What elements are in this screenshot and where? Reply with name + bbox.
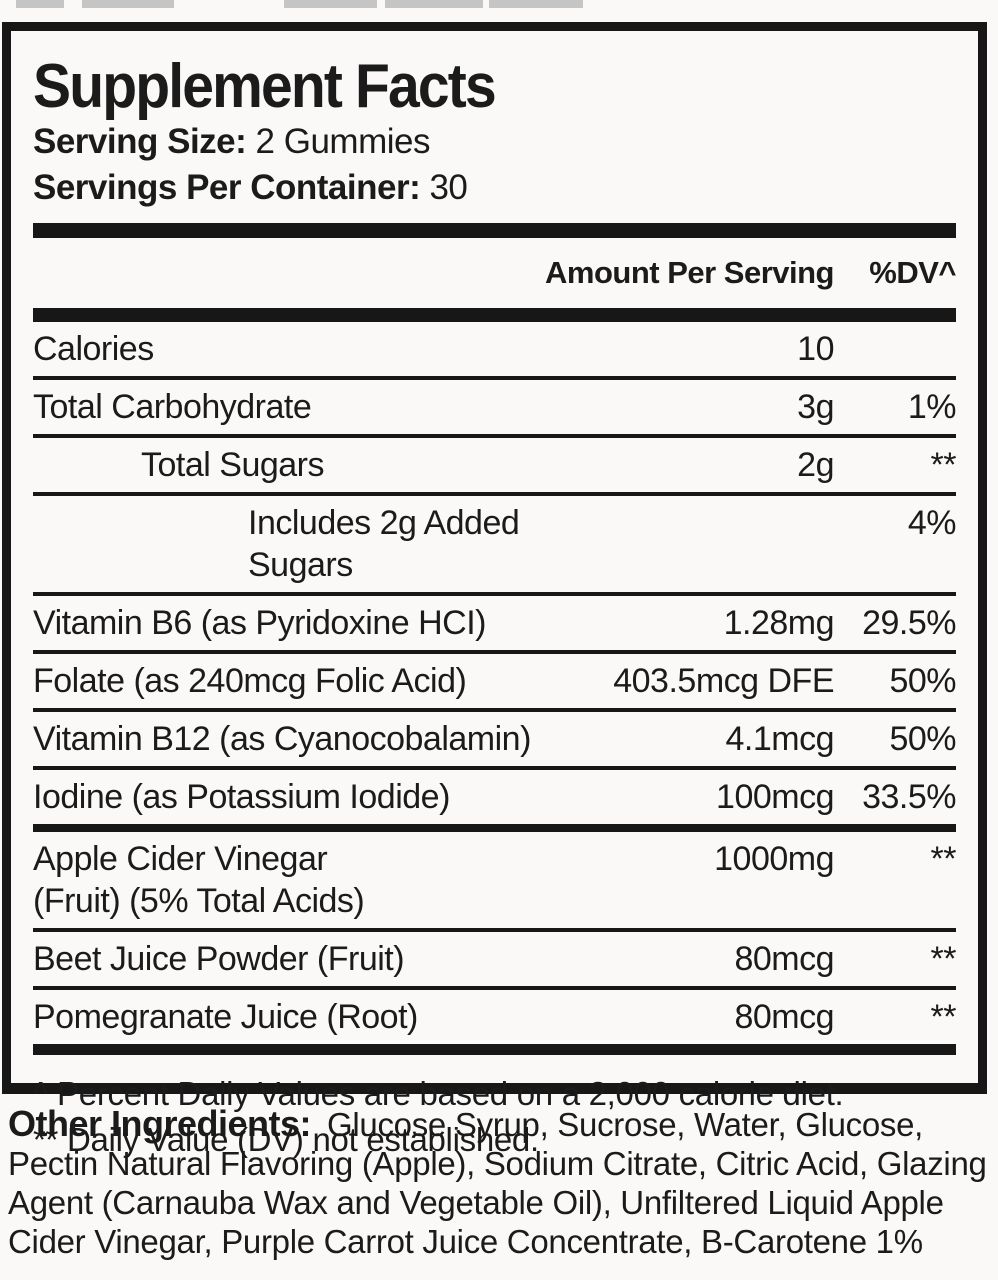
panel-title: Supplement Facts xyxy=(33,52,497,121)
table-row: Includes 2g Added Sugars 4% xyxy=(33,496,957,596)
nutrient-amount: 3g xyxy=(797,388,834,426)
top-thumbnail[interactable] xyxy=(284,0,377,8)
nutrient-amount: 4.1mcg xyxy=(725,720,835,758)
label-header: Supplement Facts Serving Size: 2 Gummies… xyxy=(33,31,956,211)
top-thumbnail[interactable] xyxy=(489,0,583,8)
table-row: Total Sugars 2g ** xyxy=(33,438,957,496)
nutrient-name: Vitamin B12 (as Cyanocobalamin) xyxy=(33,720,531,758)
nutrient-amount: 10 xyxy=(797,330,834,368)
nutrient-amount: 2g xyxy=(797,446,834,484)
other-ingredients-label: Other Ingredients: xyxy=(8,1103,312,1144)
dv-column-header: %DV^ xyxy=(869,255,956,290)
serving-size-line: Serving Size: 2 Gummies xyxy=(33,119,956,165)
nutrient-amount: 1000mg xyxy=(714,840,834,878)
nutrient-dv: 33.5% xyxy=(862,778,956,816)
thick-divider xyxy=(33,223,956,238)
nutrient-name: Total Sugars xyxy=(141,446,325,484)
column-headers: Amount Per Serving %DV^ xyxy=(33,238,957,308)
table-row: Vitamin B6 (as Pyridoxine HCI) 1.28mg 29… xyxy=(33,596,957,654)
nutrient-amount: 100mcg xyxy=(716,778,834,816)
nutrient-amount: 80mcg xyxy=(734,998,834,1036)
nutrient-name: Iodine (as Potassium Iodide) xyxy=(33,778,450,816)
nutrient-dv: 4% xyxy=(907,504,957,542)
top-thumbnail[interactable] xyxy=(16,0,64,8)
nutrient-name: Beet Juice Powder (Fruit) xyxy=(33,940,405,978)
nutrient-name: Apple Cider Vinegar (Fruit) (5% Total Ac… xyxy=(33,838,602,922)
footnote-daily-values: ^ Percent Daily Values are based on a 2,… xyxy=(33,1075,844,1112)
supplement-facts-panel: Supplement Facts Serving Size: 2 Gummies… xyxy=(2,22,987,1158)
nutrient-table: Calories 10 Total Carbohydrate 3g 1% Tot… xyxy=(33,322,957,1044)
nutrient-name: Folate (as 240mcg Folic Acid) xyxy=(33,662,467,700)
nutrient-name: Vitamin B6 (as Pyridoxine HCI) xyxy=(33,604,486,642)
table-row: Apple Cider Vinegar (Fruit) (5% Total Ac… xyxy=(33,832,957,932)
nutrient-name-line1: Apple Cider Vinegar xyxy=(33,840,328,878)
top-thumbnail[interactable] xyxy=(385,0,483,8)
nutrient-name: Pomegranate Juice (Root) xyxy=(33,998,418,1036)
nutrient-name: Total Carbohydrate xyxy=(33,388,312,426)
nutrient-dv: ** xyxy=(930,940,957,978)
footnotes: ^ Percent Daily Values are based on a 2,… xyxy=(33,1071,956,1163)
serving-size-value: 2 Gummies xyxy=(255,122,431,161)
table-row: Total Carbohydrate 3g 1% xyxy=(33,380,957,438)
amount-column-header: Amount Per Serving xyxy=(545,255,835,290)
table-row: Calories 10 xyxy=(33,322,956,380)
other-ingredients: Other Ingredients: Glucose Syrup, Sucrose… xyxy=(8,1104,990,1261)
nutrient-amount: 80mcg xyxy=(734,940,834,978)
thick-divider xyxy=(33,1044,956,1055)
nutrient-dv: ** xyxy=(930,998,957,1036)
thick-divider xyxy=(33,308,956,322)
top-edge-thumbnails xyxy=(0,0,998,10)
nutrient-dv: 29.5% xyxy=(862,604,956,642)
servings-per-container-label: Servings Per Container: xyxy=(33,168,421,207)
nutrient-dv: 50% xyxy=(889,720,956,758)
footnote-dv-not-established: ** Daily Value (DV) not established. xyxy=(33,1121,539,1158)
serving-size-label: Serving Size: xyxy=(33,122,247,161)
nutrient-amount: 1.28mg xyxy=(723,604,835,642)
servings-per-container-value: 30 xyxy=(429,168,468,207)
table-row: Vitamin B12 (as Cyanocobalamin) 4.1mcg 5… xyxy=(33,712,957,770)
servings-per-container-line: Servings Per Container: 30 xyxy=(33,165,956,211)
nutrient-name: Includes 2g Added Sugars xyxy=(248,504,520,584)
other-ingredients-text: Glucose Syrup, Sucrose, Water, Glucose, … xyxy=(8,1106,987,1260)
nutrient-dv: ** xyxy=(930,446,957,484)
table-row: Iodine (as Potassium Iodide) 100mcg 33.5… xyxy=(33,770,957,832)
nutrient-dv: ** xyxy=(930,840,957,878)
nutrient-dv: 1% xyxy=(907,388,957,426)
nutrient-amount: 403.5mcg DFE xyxy=(613,662,834,700)
nutrient-dv: 50% xyxy=(889,662,956,700)
table-row: Folate (as 240mcg Folic Acid) 403.5mcg D… xyxy=(33,654,957,712)
table-row: Beet Juice Powder (Fruit) 80mcg ** xyxy=(33,932,957,990)
top-thumbnail[interactable] xyxy=(82,0,174,8)
table-row: Pomegranate Juice (Root) 80mcg ** xyxy=(33,990,957,1044)
nutrient-name: Calories xyxy=(33,330,154,368)
nutrient-name-line2: (Fruit) (5% Total Acids) xyxy=(33,882,365,920)
